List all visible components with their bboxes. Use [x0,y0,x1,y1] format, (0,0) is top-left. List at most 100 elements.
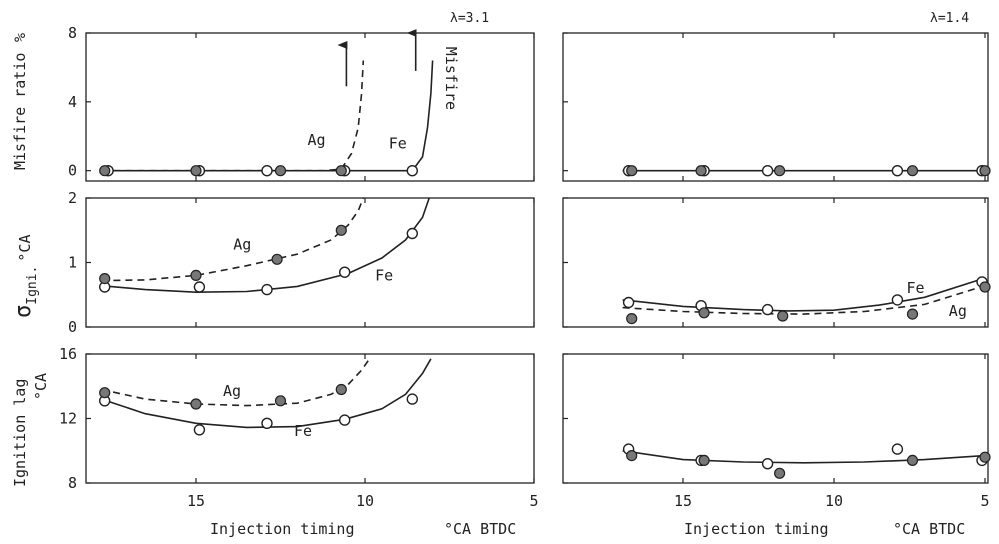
x-axis-label-c0: Injection timing [210,520,355,538]
annotation-fe-r0-c0: Fe [389,134,407,152]
point-fe-r1-c0-2 [261,283,273,296]
point-fe-r1-c1-3 [891,294,904,306]
curve-ag-r0-c0 [101,60,365,172]
point-ag-r1-c1-1 [698,307,710,319]
point-ag-r2-c0-2 [274,395,287,407]
annotation-ag-r1-c1: Ag [949,302,967,320]
point-ag-r1-c0-2 [271,253,283,265]
annotation-ag-r0-c0: Ag [308,131,326,149]
curve-fe-r0-c0 [101,60,434,172]
annotation-ag-r1-c0: Ag [233,236,251,254]
curve-fe-r1-c1 [622,277,986,312]
xtick-label-c0-0: 15 [187,492,205,510]
curve-fe-r2-c0 [101,358,432,429]
ytick-label-r2-0: 8 [68,474,77,492]
y-axis-label-misfire: Misfire ratio [11,53,29,170]
point-ag-r1-c0-3 [335,224,347,236]
point-fe-r2-c1-2 [761,458,774,470]
ytick-label-r1-2: 2 [68,189,77,207]
point-ag-r1-c1-3 [906,308,919,320]
xtick-label-c0-1: 10 [356,492,374,510]
curve-ag-r1-c1 [622,284,986,315]
point-fe-r0-c0-4 [406,164,418,177]
point-ag-r2-c0-0 [99,387,111,399]
point-ag-r0-c1-1 [695,165,707,177]
annotation-fe-r1-c1: Fe [907,279,925,297]
xtick-label-c0-2: 5 [529,492,538,510]
y-axis-label-lag: Ignition lag [11,379,29,487]
point-ag-r2-c0-1 [190,398,202,410]
point-fe-r1-c0-3 [339,266,351,278]
point-fe-r2-c1-3 [891,443,904,455]
panel-r0-c1 [622,164,991,177]
point-fe-r0-c0-2 [261,164,273,177]
curve-fe-r2-c1 [622,450,986,464]
point-ag-r0-c0-1 [190,165,202,177]
lambda-label-c0: λ=3.1 [450,11,489,26]
x-axis-label-c1: Injection timing [684,520,829,538]
point-ag-r2-c1-4 [979,451,991,463]
y-axis-unit-misfire: % [11,33,29,42]
y-axis-sigma-symbol: σ [11,305,36,318]
xtick-label-c1-2: 5 [980,492,989,510]
annotation-fe-r1-c0: Fe [375,267,393,285]
point-ag-r0-c1-0 [626,165,638,177]
point-fe-r2-c0-2 [261,417,273,429]
point-ag-r0-c0-2 [274,165,287,177]
annotation-misfire-r0-c0: Misfire [442,47,460,110]
panel-r1-c0: Ag Fe [98,197,430,296]
point-ag-r0-c0-3 [335,165,347,177]
point-ag-r0-c1-2 [773,165,786,177]
panel-frame-r1-c0 [85,197,535,328]
annotation-ag-r2-c0: Ag [223,382,241,400]
xtick-label-c1-0: 15 [674,492,692,510]
point-ag-r0-c1-3 [906,165,919,177]
point-ag-r1-c1-4 [979,281,991,293]
point-fe-r1-c1-2 [761,303,774,316]
point-ag-r0-c0-0 [99,165,111,177]
x-axis-unit-c1: °CA BTDC [893,520,965,538]
panel-frame-r0-c0 [85,32,535,182]
point-fe-r1-c1-0 [622,296,635,309]
curve-ag-r2-c0 [101,359,370,407]
ytick-label-r1-0: 0 [68,318,77,336]
point-ag-r2-c1-3 [906,454,919,466]
ytick-label-r2-1: 12 [59,410,77,428]
panel-r2-c1 [622,443,991,479]
point-ag-r1-c0-1 [190,269,202,281]
ytick-label-r1-1: 1 [68,254,77,272]
panel-frame-r2-c0 [85,353,535,484]
point-ag-r1-c0-0 [99,273,111,285]
y-axis-unit-lag: °CA [32,373,50,400]
point-ag-r2-c1-0 [626,450,638,462]
point-fe-r1-c0-4 [406,227,418,240]
point-ag-r2-c1-2 [773,467,786,479]
curve-ag-r1-c0 [101,197,365,282]
point-ag-r1-c1-0 [626,313,638,325]
annotation-fe-r2-c0: Fe [294,422,312,440]
ytick-label-r0-2: 8 [68,24,77,42]
panel-r0-c0: Ag Fe Misfire [99,29,460,177]
ytick-label-r2-2: 16 [59,345,77,363]
point-fe-r1-c0-1 [193,281,206,293]
point-fe-r0-c1-2 [761,164,774,177]
point-fe-r2-c0-4 [406,393,418,405]
point-ag-r2-c1-1 [698,454,710,466]
ytick-label-r0-1: 4 [68,93,77,111]
point-fe-r2-c0-1 [193,424,206,436]
point-fe-r2-c0-3 [339,414,351,426]
panel-frame-r2-c1 [562,353,989,484]
y-axis-label-sigma: σIgni. °CA [11,235,40,318]
point-ag-r1-c1-2 [777,310,789,322]
point-ag-r2-c0-3 [335,383,347,396]
y-axis-sigma-unit: °CA [16,235,34,262]
point-ag-r0-c1-4 [979,165,991,177]
x-axis-unit-c0: °CA BTDC [444,520,516,538]
y-axis-sigma-sub: Igni. [25,266,40,305]
lambda-label-c1: λ=1.4 [930,11,969,26]
ytick-label-r0-0: 0 [68,162,77,180]
panel-frame-r0-c1 [562,32,989,182]
point-fe-r0-c1-3 [891,164,904,177]
panel-r1-c1: Fe Ag [622,276,991,325]
